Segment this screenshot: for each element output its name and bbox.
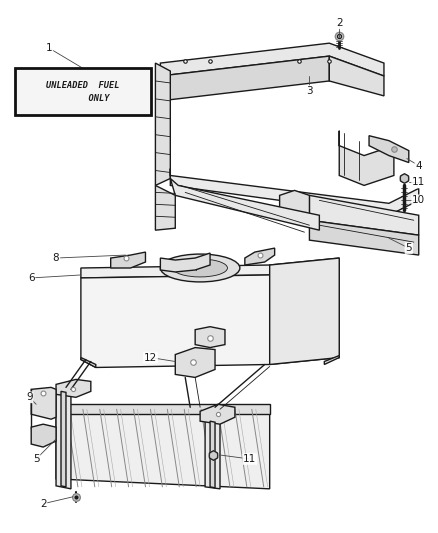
Polygon shape — [155, 185, 175, 230]
Text: 11: 11 — [243, 454, 256, 464]
Polygon shape — [31, 387, 56, 419]
Polygon shape — [175, 348, 215, 377]
Polygon shape — [269, 258, 339, 365]
Polygon shape — [339, 131, 393, 185]
Polygon shape — [209, 421, 215, 488]
Polygon shape — [368, 136, 408, 163]
Polygon shape — [195, 327, 224, 348]
Text: 8: 8 — [53, 253, 59, 263]
Polygon shape — [110, 252, 145, 268]
Polygon shape — [205, 419, 219, 489]
Text: 5: 5 — [405, 243, 411, 253]
Text: 11: 11 — [411, 177, 424, 188]
Ellipse shape — [173, 259, 227, 277]
Text: 12: 12 — [144, 352, 157, 362]
Text: 6: 6 — [28, 273, 35, 283]
Polygon shape — [56, 389, 71, 489]
Text: 5: 5 — [33, 454, 39, 464]
Polygon shape — [81, 258, 339, 278]
Polygon shape — [328, 56, 383, 96]
Polygon shape — [56, 379, 91, 397]
Text: 10: 10 — [411, 196, 424, 205]
Polygon shape — [170, 179, 318, 230]
Text: AA: AA — [187, 264, 197, 273]
Polygon shape — [61, 391, 66, 487]
Polygon shape — [160, 56, 328, 101]
Polygon shape — [81, 358, 95, 367]
Polygon shape — [279, 190, 309, 222]
Polygon shape — [160, 43, 383, 76]
Polygon shape — [56, 404, 269, 489]
Polygon shape — [309, 220, 418, 255]
FancyBboxPatch shape — [15, 68, 151, 115]
Polygon shape — [309, 196, 418, 235]
Text: 9: 9 — [26, 392, 32, 402]
Polygon shape — [324, 356, 339, 365]
Polygon shape — [31, 424, 56, 447]
Text: UNLEADED  FUEL
      ONLY: UNLEADED FUEL ONLY — [46, 81, 119, 103]
Polygon shape — [160, 253, 209, 272]
Polygon shape — [244, 248, 274, 265]
Text: 2: 2 — [335, 18, 342, 28]
Text: 1: 1 — [46, 43, 52, 53]
Text: 2: 2 — [40, 499, 46, 509]
Polygon shape — [200, 404, 234, 424]
Polygon shape — [155, 63, 170, 185]
Polygon shape — [81, 268, 339, 367]
Polygon shape — [170, 168, 418, 215]
Text: 3: 3 — [305, 86, 312, 96]
Polygon shape — [56, 404, 269, 414]
Ellipse shape — [160, 254, 239, 282]
Text: 4: 4 — [414, 160, 421, 171]
